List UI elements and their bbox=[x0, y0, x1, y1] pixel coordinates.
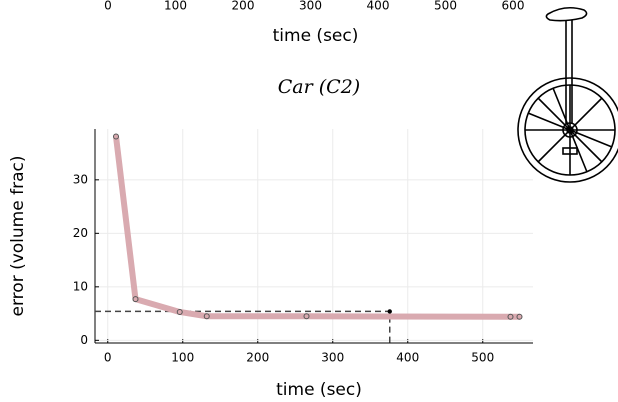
x-axis-label: time (sec) bbox=[273, 26, 359, 46]
x-tick-label: 600 bbox=[502, 0, 525, 13]
x-tick-label: 400 bbox=[396, 351, 419, 365]
x-tick-label: 0 bbox=[104, 0, 112, 13]
series-line bbox=[113, 136, 520, 320]
x-tick-label: 400 bbox=[367, 0, 390, 13]
x-tick-label: 200 bbox=[232, 0, 255, 13]
y-tick-label: 30 bbox=[73, 172, 88, 186]
x-tick-label: 300 bbox=[321, 351, 344, 365]
data-point bbox=[176, 308, 183, 315]
data-point bbox=[203, 313, 210, 320]
y-tick-label: 0 bbox=[80, 333, 88, 347]
data-point bbox=[516, 313, 523, 320]
y-tick-label: 20 bbox=[73, 226, 88, 240]
x-tick-label: 100 bbox=[164, 0, 187, 13]
x-tick-label: 200 bbox=[246, 351, 269, 365]
y-axis-label: error (volume frac) bbox=[8, 156, 28, 317]
x-axis-label: time (sec) bbox=[276, 380, 362, 400]
x-tick-label: 300 bbox=[299, 0, 322, 13]
chart-title: Car (C2) bbox=[278, 76, 360, 98]
y-tick-label: 10 bbox=[73, 279, 88, 293]
data-point bbox=[303, 313, 310, 320]
unicycle-drawing bbox=[517, 6, 618, 183]
x-tick-label: 0 bbox=[104, 351, 112, 365]
x-tick-label: 100 bbox=[171, 351, 194, 365]
data-point bbox=[132, 296, 139, 303]
x-tick-label: 500 bbox=[434, 0, 457, 13]
data-point bbox=[113, 133, 119, 140]
x-tick-label: 500 bbox=[471, 351, 494, 365]
reference-point bbox=[387, 309, 392, 314]
data-point bbox=[507, 313, 514, 320]
